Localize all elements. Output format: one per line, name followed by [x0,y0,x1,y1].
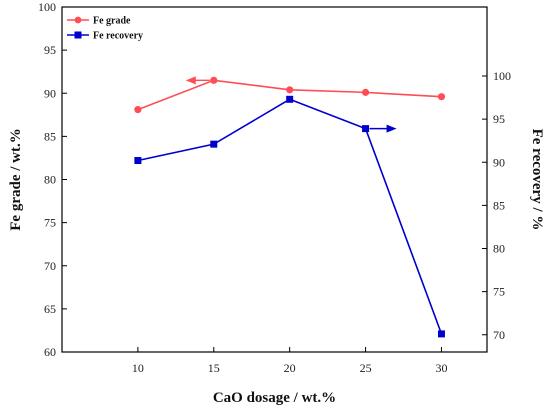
y-left-tick-label: 75 [44,216,56,230]
y-right-tick-label: 90 [493,155,505,169]
y-left-tick-label: 100 [38,0,56,14]
data-point [134,106,142,114]
data-point [361,88,370,96]
data-point [437,93,446,101]
y-right-tick-label: 95 [493,112,505,126]
data-point [286,86,294,94]
arrows-layer [185,76,397,133]
legend-marker [74,16,82,24]
x-tick-label: 20 [284,361,296,375]
y-right-tick-label: 80 [493,242,505,256]
y-left-tick-label: 95 [44,43,56,57]
x-axis-title: CaO dosage / wt.% [213,390,336,406]
ticks-layer: 10 15 20 25 30 60 65 70 75 80 85 90 95 100 70 75 80 85 90 9… [38,0,511,375]
x-tick-label: 15 [208,361,220,375]
y-left-tick-label: 85 [44,129,56,143]
left-axis-arrowhead [185,76,196,85]
y-right-tick-label: 75 [493,285,505,299]
plot-frame [61,6,488,353]
y-right-tick-label: 70 [493,328,505,342]
data-point [286,95,294,103]
y-axis-right-title: Fe recovery / % [529,129,545,231]
data-point [210,76,218,84]
right-axis-arrowhead [386,124,397,133]
data-point [362,125,370,133]
y-left-tick-label: 90 [44,86,56,100]
data-point [134,157,142,165]
y-right-tick-label: 100 [493,69,511,83]
y-axis-left-title: Fe grade / wt.% [8,128,24,230]
x-tick-label: 10 [132,361,144,375]
legend-label: Fe recovery [93,31,143,42]
data-point [437,330,445,338]
y-left-tick-label: 60 [44,345,56,359]
series-layer [134,76,446,338]
series-line [137,98,443,335]
legend-label: Fe grade [93,16,131,27]
y-left-tick-label: 65 [44,302,56,316]
y-left-tick-label: 80 [44,173,56,187]
data-point [210,140,218,148]
x-tick-label: 25 [360,361,372,375]
legend: Fe grade Fe recovery [67,16,143,42]
legend-marker [74,31,82,39]
y-right-tick-label: 85 [493,198,505,212]
x-tick-label: 30 [435,361,447,375]
series-line [137,79,442,111]
y-left-tick-label: 70 [44,259,56,273]
